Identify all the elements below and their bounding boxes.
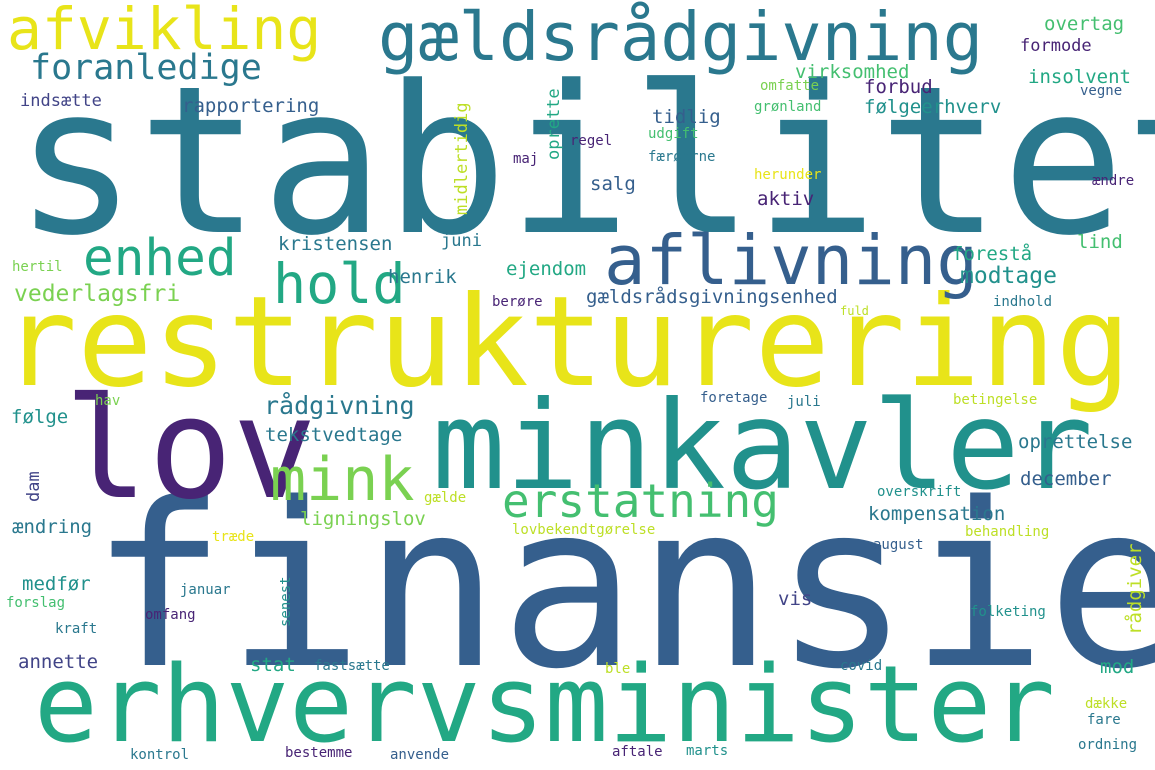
word-hav: hav (95, 393, 121, 409)
word-vis: vis (778, 588, 813, 610)
word-juni: juni (441, 231, 482, 251)
word-stat: stat (250, 654, 296, 676)
word-forslag: forslag (6, 595, 66, 611)
word-salg: salg (590, 173, 636, 195)
word-folketing: folketing (970, 604, 1046, 620)
word-daekke: dække (1085, 696, 1128, 712)
word-minkavler: minkavler (432, 375, 1094, 517)
word-fuld: fuld (840, 304, 869, 318)
word-udgift: udgift (648, 126, 699, 142)
word-oprette: oprette (544, 88, 564, 160)
word-januar: januar (180, 582, 231, 598)
word-foelge: følge (11, 406, 69, 428)
word-omfatte: omfatte (760, 78, 820, 94)
word-erhvervsminister: erhvervsminister (34, 643, 1056, 766)
word-forbud: forbud (864, 76, 933, 98)
word-kontrol: kontrol (130, 747, 190, 763)
word-beroere: berøre (492, 294, 543, 310)
word-tidlig: tidlig (652, 106, 721, 128)
word-lind: lind (1077, 231, 1123, 253)
word-formode: formode (1020, 36, 1092, 56)
word-covid: covid (840, 658, 883, 674)
word-rapportering: rapportering (182, 95, 320, 117)
word-erstatning: erstatning (502, 474, 779, 528)
word-lovbekendtgoerelse: lovbekendtgørelse (512, 522, 656, 538)
word-medfoer: medfør (22, 573, 91, 595)
word-august: august (873, 537, 924, 553)
word-stabilitet: stabilitet (14, 43, 1155, 281)
word-herunder: herunder (754, 167, 822, 183)
word-ligningslov: ligningslov (300, 508, 426, 530)
word-traede: træde (212, 529, 255, 545)
word-aendring: ændring (12, 516, 93, 538)
word-betingelse: betingelse (953, 392, 1038, 408)
word-finansiel: finansiel (90, 454, 1155, 719)
word-raadgivning: rådgivning (264, 391, 415, 420)
word-forestaa: forestå (952, 243, 1033, 265)
word-maj: maj (513, 151, 539, 167)
word-lov: lov (64, 368, 317, 531)
word-aktiv: aktiv (757, 188, 815, 210)
word-modtage: modtage (960, 263, 1057, 289)
word-hertil: hertil (12, 259, 63, 275)
word-oprettelse: oprettelse (1018, 431, 1133, 453)
word-virksomhed: virksomhed (795, 61, 910, 83)
word-gaeldsraadsgivningsenhed: gældsrådsgivningsenhed (586, 286, 838, 308)
word-raadgiver: rådgiver (1124, 543, 1146, 635)
word-omfang: omfang (145, 607, 196, 623)
word-foranledige: foranledige (30, 48, 262, 88)
word-overtag: overtag (1044, 13, 1125, 35)
word-bestemme: bestemme (285, 745, 353, 761)
word-vederlagsfri: vederlagsfri (14, 281, 181, 307)
word-marts: marts (686, 743, 729, 759)
word-enhed: enhed (83, 229, 237, 288)
word-ordning: ordning (1078, 737, 1138, 753)
word-indsaette: indsætte (20, 91, 102, 111)
word-hold: hold (273, 252, 406, 316)
word-gaeldsraadgivning: gældsrådgivning (378, 0, 984, 76)
word-regel: regel (570, 133, 613, 149)
word-insolvent: insolvent (1028, 66, 1131, 88)
word-december: december (1020, 468, 1112, 490)
word-henrik: henrik (388, 266, 457, 288)
word-midlertidig: midlertidig (452, 102, 472, 215)
word-ble: ble (605, 661, 631, 677)
word-ejendom: ejendom (506, 258, 587, 280)
word-afvikling: afvikling (7, 0, 322, 63)
word-kompensation: kompensation (868, 503, 1006, 525)
word-groenland: grønland (754, 99, 822, 115)
word-aftale: aftale (612, 744, 663, 760)
word-foelgeerhverv: følgeerhverv (864, 96, 1002, 118)
word-foretage: foretage (700, 390, 768, 406)
word-kristensen: kristensen (278, 233, 393, 255)
word-aflivning: aflivning (604, 221, 978, 301)
word-juli: juli (787, 394, 821, 410)
word-senest: senest (278, 576, 294, 627)
word-mod: mod (1100, 656, 1135, 678)
word-indhold: indhold (993, 294, 1053, 310)
word-fastsaette: fastsætte (314, 658, 390, 674)
word-behandling: behandling (965, 524, 1050, 540)
word-fare: fare (1087, 712, 1121, 728)
word-mink: mink (270, 445, 415, 515)
word-gaelde: gælde (424, 490, 467, 506)
word-faeroeerne: færøerne (648, 149, 716, 165)
word-aendre: ændre (1092, 173, 1135, 189)
word-anvende: anvende (390, 747, 450, 763)
word-restrukturering: restrukturering (2, 270, 1131, 415)
word-tekstvedtage: tekstvedtage (265, 424, 403, 446)
word-kraft: kraft (55, 621, 98, 637)
word-dam: dam (24, 471, 44, 502)
word-overskrift: overskrift (877, 484, 962, 500)
word-annette: annette (18, 651, 99, 673)
word-vegne: vegne (1080, 83, 1123, 99)
